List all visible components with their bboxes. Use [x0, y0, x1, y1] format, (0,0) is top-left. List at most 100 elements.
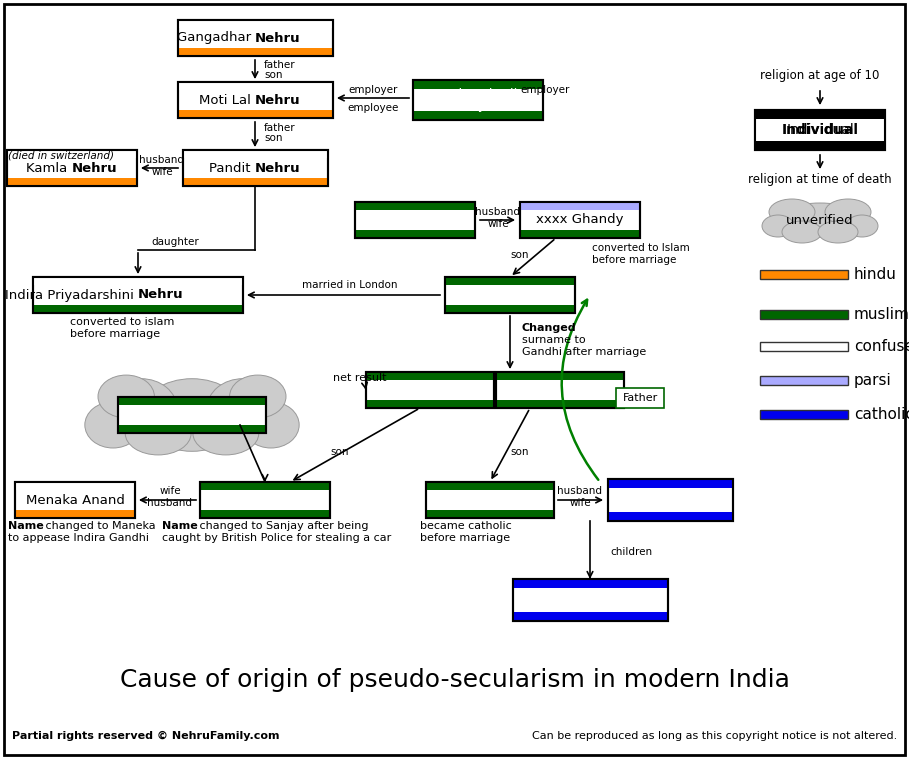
Text: catholic: catholic	[854, 407, 909, 422]
Bar	[177, 20, 333, 56]
Text: Father: Father	[623, 393, 657, 403]
Bar	[496, 372, 624, 408]
Text: Pandit: Pandit	[209, 162, 255, 175]
Text: husband: husband	[147, 498, 193, 508]
Text: father: father	[264, 60, 295, 70]
Text: converted to Islam: converted to Islam	[592, 243, 690, 253]
Text: wife: wife	[159, 486, 181, 496]
Text: Kamla: Kamla	[26, 162, 72, 175]
Bar	[496, 372, 624, 408]
Text: caught by British Police for stealing a car: caught by British Police for stealing a …	[162, 533, 391, 543]
Ellipse shape	[825, 199, 871, 225]
Bar	[513, 579, 667, 621]
Text: son: son	[264, 70, 283, 80]
Bar	[355, 202, 475, 210]
Ellipse shape	[230, 375, 286, 418]
Bar	[607, 479, 733, 521]
Bar	[366, 372, 494, 408]
Bar	[607, 479, 733, 488]
Bar	[177, 110, 333, 118]
Bar	[413, 80, 543, 120]
Bar	[616, 388, 664, 408]
Bar	[7, 150, 137, 158]
Ellipse shape	[775, 203, 865, 237]
Text: confused: confused	[854, 339, 909, 354]
Text: Name: Name	[8, 521, 44, 531]
Text: husband: husband	[557, 486, 603, 496]
Bar	[426, 482, 554, 518]
Text: Gangadhar: Gangadhar	[176, 32, 255, 45]
Bar	[445, 305, 575, 313]
Text: wife: wife	[487, 219, 509, 229]
Text: husband: husband	[475, 207, 521, 217]
Text: became catholic: became catholic	[420, 521, 512, 531]
Bar	[755, 110, 885, 150]
Text: Nehru: Nehru	[255, 93, 301, 106]
Bar	[7, 150, 137, 186]
Text: Sanjiv Gandhi: Sanjiv Gandhi	[219, 493, 311, 506]
Text: Individual: Individual	[782, 123, 858, 137]
Bar	[755, 119, 885, 141]
Text: Menaka Anand: Menaka Anand	[25, 493, 125, 506]
Text: Sania Maino: Sania Maino	[630, 487, 711, 501]
Ellipse shape	[846, 215, 878, 237]
Text: Mohammad Yunus: Mohammad Yunus	[131, 408, 253, 421]
Text: before marriage: before marriage	[70, 329, 160, 339]
Bar	[366, 400, 494, 408]
Bar	[200, 482, 330, 490]
Bar	[177, 20, 333, 56]
Text: Indira Gandhi: Indira Gandhi	[385, 383, 475, 396]
Text: son: son	[511, 447, 529, 457]
Ellipse shape	[782, 221, 822, 243]
Bar	[183, 150, 327, 158]
Text: hindu: hindu	[854, 267, 897, 282]
Text: before marriage: before marriage	[592, 255, 676, 265]
Ellipse shape	[85, 402, 141, 448]
Bar	[520, 202, 640, 238]
Ellipse shape	[105, 379, 177, 438]
Bar	[496, 372, 624, 380]
Bar	[33, 305, 243, 313]
Text: Individual: Individual	[786, 123, 854, 137]
Ellipse shape	[193, 412, 259, 455]
Bar	[607, 479, 733, 521]
Bar	[520, 202, 640, 238]
Bar	[366, 372, 494, 408]
Text: Partial rights reserved © NehruFamily.com: Partial rights reserved © NehruFamily.co…	[12, 731, 279, 741]
Ellipse shape	[98, 375, 155, 418]
Bar	[760, 410, 848, 419]
Ellipse shape	[207, 379, 278, 438]
Text: Gandhi after marriage: Gandhi after marriage	[522, 347, 646, 357]
Text: Moti Lal: Moti Lal	[199, 93, 255, 106]
Bar	[413, 80, 543, 89]
Bar	[496, 400, 624, 408]
Bar	[7, 150, 137, 186]
Bar	[177, 82, 333, 118]
Text: surname to: surname to	[522, 335, 585, 345]
Text: unverified: unverified	[786, 213, 854, 226]
Text: changed to Maneka: changed to Maneka	[42, 521, 155, 531]
Bar	[513, 612, 667, 621]
Bar	[413, 80, 543, 120]
Bar	[33, 277, 243, 313]
Bar	[183, 150, 327, 186]
Text: Feroz Khan: Feroz Khan	[474, 288, 546, 301]
Text: Changed: Changed	[522, 323, 576, 333]
Bar	[445, 277, 575, 285]
Bar	[15, 510, 135, 518]
Text: married in London: married in London	[303, 280, 398, 290]
Text: xxxx Ghandy: xxxx Ghandy	[536, 213, 624, 226]
Text: parsi: parsi	[854, 373, 892, 388]
Bar	[15, 482, 135, 490]
Bar	[755, 110, 885, 150]
Bar	[513, 579, 667, 588]
Text: changed to Sanjay after being: changed to Sanjay after being	[196, 521, 368, 531]
Text: employer: employer	[520, 85, 570, 95]
Bar	[760, 310, 848, 319]
Text: daughter: daughter	[151, 237, 199, 247]
Bar	[445, 277, 575, 313]
Ellipse shape	[762, 215, 794, 237]
Bar	[200, 510, 330, 518]
Text: employer: employer	[348, 85, 398, 95]
Bar	[413, 112, 543, 120]
